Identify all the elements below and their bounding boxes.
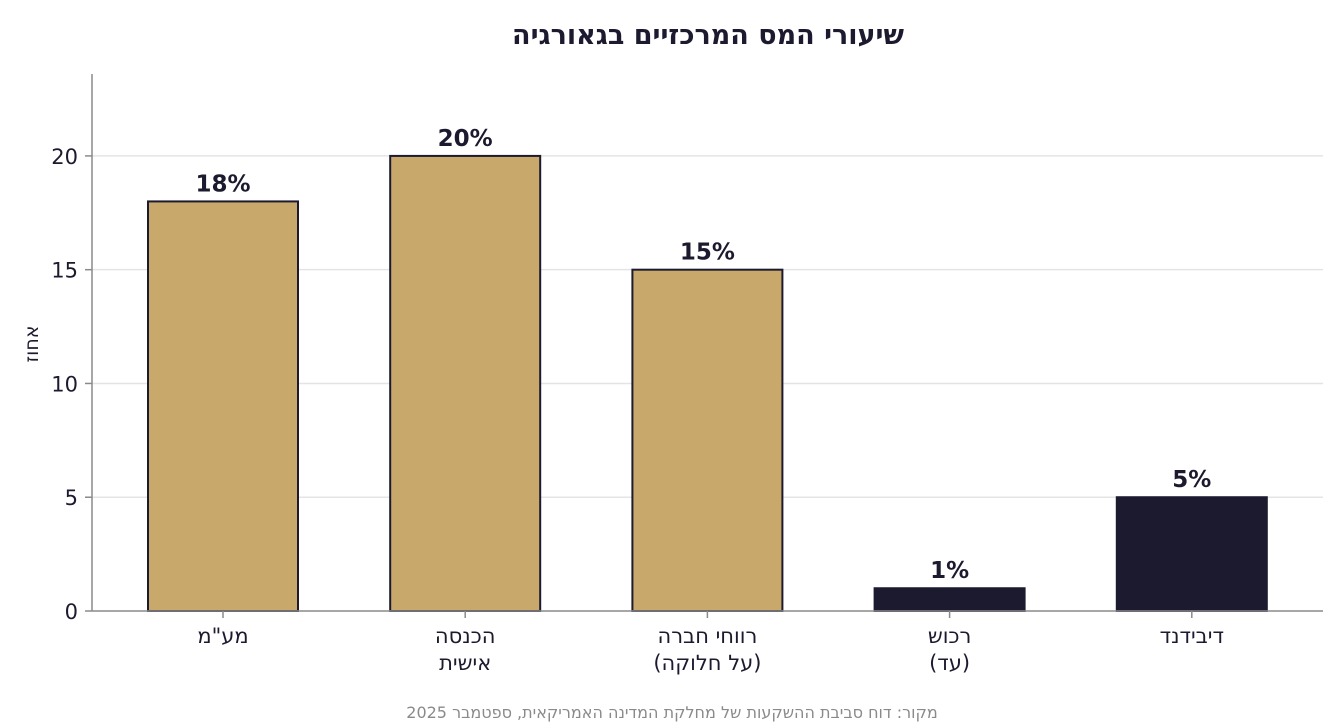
x-tick-label: הכנסה [435,624,496,648]
data-label: 18% [195,171,250,197]
bar [631,268,784,612]
y-axis-label: אחוז [21,326,43,363]
bar [873,587,1026,613]
bar [389,154,542,612]
source-note: מקור: דוח סביבת ההשקעות של מחלקת המדינה … [406,703,937,722]
chart-title: שיעורי המס המרכזיים בגאורגיה [512,20,904,51]
y-tick-label: 20 [51,145,78,169]
y-tick-label: 5 [65,486,78,510]
y-tick-label: 0 [65,600,78,624]
y-tick-label: 15 [51,259,78,283]
x-axis-ticks: מע"מ הכנסה אישית רווחי חברה (על חלוקה) רכוש (ע… [197,611,1224,675]
data-label: 15% [680,240,735,266]
data-label: 1% [930,558,969,584]
y-tick-label: 10 [51,372,78,396]
x-tick-label: (עד) [929,651,970,675]
x-tick-label: מע"מ [197,624,248,648]
y-axis-ticks: 0 5 10 15 20 [51,145,92,624]
x-tick-label: דיבידנד [1160,624,1224,648]
data-label: 20% [438,126,493,152]
x-tick-label: אישית [439,651,491,675]
x-tick-label: רכוש [928,624,972,648]
bar [1115,496,1268,613]
x-tick-label: רווחי חברה [657,624,757,648]
data-labels: 18% 20% 15% 1% 5% [195,126,1211,584]
bar [147,200,299,612]
data-label: 5% [1172,467,1211,493]
x-tick-label: (על חלוקה) [653,651,761,675]
